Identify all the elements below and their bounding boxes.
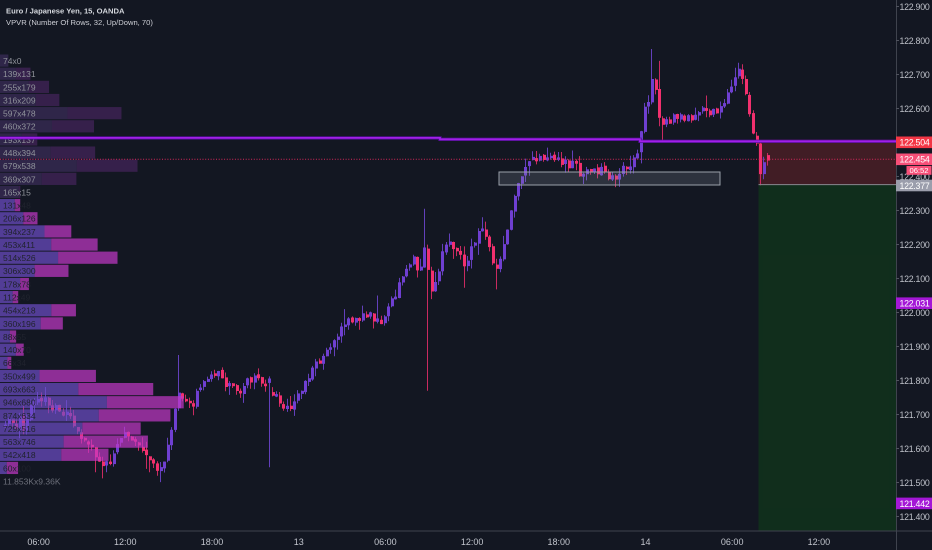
- svg-text:121.600: 121.600: [899, 444, 929, 454]
- svg-text:18:00: 18:00: [548, 537, 571, 547]
- svg-text:394x237: 394x237: [3, 227, 36, 237]
- svg-text:122.454: 122.454: [899, 155, 929, 165]
- svg-text:14: 14: [640, 537, 650, 547]
- svg-text:454x218: 454x218: [3, 306, 36, 316]
- svg-text:122.000: 122.000: [899, 308, 929, 318]
- svg-text:193x137: 193x137: [3, 135, 36, 145]
- svg-text:131x48: 131x48: [3, 201, 31, 211]
- svg-text:122.800: 122.800: [899, 36, 929, 46]
- svg-text:12:00: 12:00: [461, 537, 484, 547]
- svg-text:121.500: 121.500: [899, 478, 929, 488]
- svg-text:206x126: 206x126: [3, 214, 36, 224]
- svg-text:306x300: 306x300: [3, 266, 36, 276]
- svg-text:874x634: 874x634: [3, 411, 36, 421]
- svg-text:VPVR (Number Of Rows, 32, Up/D: VPVR (Number Of Rows, 32, Up/Down, 70): [6, 18, 153, 27]
- svg-text:122.200: 122.200: [899, 240, 929, 250]
- svg-text:122.031: 122.031: [899, 299, 929, 309]
- svg-text:453x411: 453x411: [3, 240, 35, 250]
- svg-text:121.442: 121.442: [899, 499, 929, 509]
- svg-text:12:00: 12:00: [114, 537, 137, 547]
- svg-text:60x100: 60x100: [3, 463, 31, 473]
- svg-text:360x196: 360x196: [3, 319, 36, 329]
- svg-text:140x70: 140x70: [3, 345, 31, 355]
- svg-text:06:00: 06:00: [721, 537, 744, 547]
- svg-text:122.504: 122.504: [899, 138, 929, 148]
- svg-text:448x394: 448x394: [3, 148, 36, 158]
- svg-text:178x78: 178x78: [3, 279, 31, 289]
- svg-text:542x418: 542x418: [3, 450, 36, 460]
- svg-text:350x499: 350x499: [3, 371, 36, 381]
- svg-text:18:00: 18:00: [201, 537, 224, 547]
- svg-text:122.100: 122.100: [899, 274, 929, 284]
- svg-text:13: 13: [294, 537, 304, 547]
- svg-text:563x746: 563x746: [3, 437, 36, 447]
- svg-text:165x15: 165x15: [3, 187, 31, 197]
- svg-text:122.700: 122.700: [899, 70, 929, 80]
- svg-text:255x179: 255x179: [3, 82, 36, 92]
- svg-text:693x663: 693x663: [3, 385, 36, 395]
- svg-text:122.400: 122.400: [899, 172, 929, 182]
- svg-text:06:00: 06:00: [27, 537, 50, 547]
- svg-text:139x131: 139x131: [3, 69, 36, 79]
- svg-text:74x0: 74x0: [3, 56, 22, 66]
- svg-text:122.377: 122.377: [899, 181, 929, 191]
- svg-text:06:52: 06:52: [909, 166, 928, 175]
- svg-text:122.900: 122.900: [899, 2, 929, 12]
- svg-text:679x538: 679x538: [3, 161, 36, 171]
- svg-text:121.400: 121.400: [899, 512, 929, 522]
- svg-text:121.900: 121.900: [899, 342, 929, 352]
- svg-text:316x209: 316x209: [3, 95, 36, 105]
- svg-text:514x526: 514x526: [3, 253, 36, 263]
- svg-text:06:00: 06:00: [374, 537, 397, 547]
- svg-text:88x55: 88x55: [3, 332, 26, 342]
- svg-text:122.300: 122.300: [899, 206, 929, 216]
- svg-text:122.600: 122.600: [899, 104, 929, 114]
- svg-text:121.700: 121.700: [899, 410, 929, 420]
- svg-text:597x478: 597x478: [3, 109, 36, 119]
- svg-text:11.853Kx9.36K: 11.853Kx9.36K: [3, 476, 61, 486]
- svg-text:66x34: 66x34: [3, 358, 26, 368]
- svg-text:12:00: 12:00: [808, 537, 831, 547]
- svg-text:121.800: 121.800: [899, 376, 929, 386]
- svg-text:Euro / Japanese Yen, 15, OANDA: Euro / Japanese Yen, 15, OANDA: [6, 7, 125, 16]
- svg-text:729x516: 729x516: [3, 424, 36, 434]
- svg-text:460x372: 460x372: [3, 122, 36, 132]
- svg-text:112x49: 112x49: [3, 293, 31, 303]
- svg-text:369x307: 369x307: [3, 174, 36, 184]
- svg-text:946x680: 946x680: [3, 398, 36, 408]
